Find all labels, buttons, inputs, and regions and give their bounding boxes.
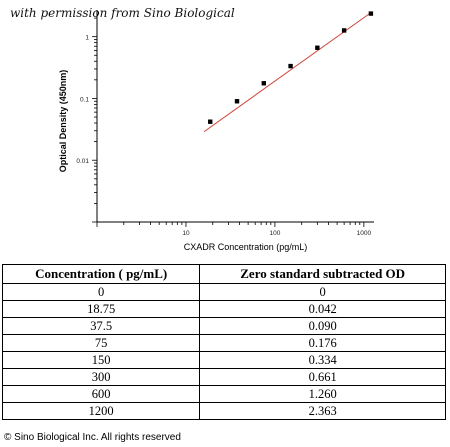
x-axis-label: CXADR Concentration (pg/mL): [184, 242, 308, 252]
y-axis-label: Optical Density (450nm): [58, 70, 68, 173]
cell-concentration: 600: [1, 385, 201, 403]
permission-note: with permission from Sino Biological: [10, 6, 235, 20]
table-header-row: Concentration ( pg/mL) Zero standard sub…: [1, 264, 446, 284]
x-tick-label: 1000: [357, 230, 372, 237]
cell-concentration: 37.5: [1, 317, 201, 335]
table-row: 150 0.334: [1, 351, 446, 369]
y-tick-label: 0.1: [80, 96, 89, 103]
data-table-container: Concentration ( pg/mL) Zero standard sub…: [1, 264, 446, 420]
cell-concentration: 18.75: [1, 300, 201, 318]
table-row: 18.75 0.042: [1, 300, 446, 318]
cell-concentration: 300: [1, 368, 201, 386]
copyright-footer: © Sino Biological Inc. All rights reserv…: [4, 432, 181, 443]
cell-od: 0.042: [199, 300, 446, 318]
table-row: 300 0.661: [1, 368, 446, 386]
y-tick-label: 1: [85, 35, 89, 42]
cell-concentration: 150: [1, 351, 201, 369]
standard-curve-chart: 0.01 0.1 1 10 100 1000 CXADR Concentration (pg…: [58, 10, 374, 252]
y-tick-label: 0.01: [76, 158, 89, 165]
data-point: [234, 99, 240, 104]
data-point: [315, 45, 320, 50]
data-point: [288, 63, 293, 69]
cell-od: 0: [199, 283, 446, 301]
data-table: Concentration ( pg/mL) Zero standard sub…: [1, 264, 446, 420]
table-row: 75 0.176: [1, 334, 446, 352]
table-row: 37.5 0.090: [1, 317, 446, 335]
cell-od: 0.176: [199, 334, 446, 352]
table-row: 1200 2.363: [1, 402, 446, 420]
header-od: Zero standard subtracted OD: [199, 264, 446, 284]
cell-concentration: 0: [1, 283, 201, 301]
cell-od: 0.334: [199, 351, 446, 369]
data-point: [208, 119, 213, 124]
cell-concentration: 75: [1, 334, 201, 352]
data-point: [261, 81, 266, 86]
cell-od: 0.661: [199, 368, 446, 386]
x-tick-label: 10: [182, 230, 190, 237]
cell-concentration: 1200: [1, 402, 201, 420]
table-row: 600 1.260: [1, 385, 446, 403]
data-point: [368, 11, 374, 16]
cell-od: 0.090: [199, 317, 446, 335]
x-tick-label: 100: [269, 230, 280, 237]
cell-od: 2.363: [199, 402, 446, 420]
header-concentration: Concentration ( pg/mL): [1, 264, 201, 284]
data-point: [341, 28, 347, 33]
cell-od: 1.260: [199, 385, 446, 403]
